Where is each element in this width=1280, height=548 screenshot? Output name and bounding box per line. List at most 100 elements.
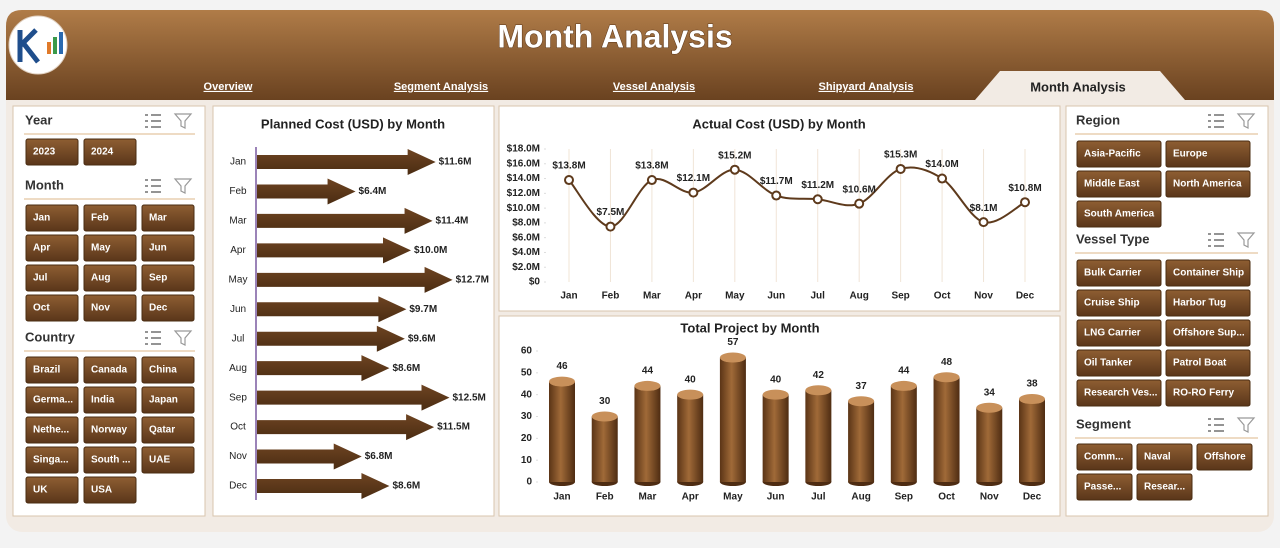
slicer-button[interactable] xyxy=(1076,259,1162,287)
slicer-button-label[interactable]: South ... xyxy=(91,455,131,466)
slicer-button-label[interactable]: Container Ship xyxy=(1173,268,1244,279)
slicer-button-label[interactable]: Brazil xyxy=(33,365,60,376)
slicer-button[interactable] xyxy=(141,386,195,414)
slicer-button-label[interactable]: LNG Carrier xyxy=(1084,328,1141,339)
slicer-button[interactable] xyxy=(25,204,79,232)
slicer-button[interactable] xyxy=(83,294,137,322)
slicer-button[interactable] xyxy=(25,294,79,322)
slicer-button-label[interactable]: Oct xyxy=(33,303,50,314)
slicer-button[interactable] xyxy=(1076,379,1162,407)
slicer-button-label[interactable]: Cruise Ship xyxy=(1084,298,1140,309)
slicer-button[interactable] xyxy=(25,264,79,292)
slicer-button-label[interactable]: Offshore Sup... xyxy=(1173,328,1245,339)
slicer-button-label[interactable]: Naval xyxy=(1144,452,1171,463)
clear-filter-icon[interactable] xyxy=(173,330,193,346)
multi-select-icon[interactable] xyxy=(145,331,161,345)
slicer-button-label[interactable]: May xyxy=(91,243,111,254)
slicer-button[interactable] xyxy=(25,416,79,444)
slicer-button[interactable] xyxy=(83,386,137,414)
nav-tab[interactable]: Vessel Analysis xyxy=(613,81,695,93)
slicer-button-label[interactable]: Comm... xyxy=(1084,452,1124,463)
slicer-button[interactable] xyxy=(1076,200,1162,228)
slicer-button-label[interactable]: China xyxy=(149,365,177,376)
slicer-button[interactable] xyxy=(25,476,79,504)
slicer-button-label[interactable]: Qatar xyxy=(149,425,175,436)
slicer-button-label[interactable]: Asia-Pacific xyxy=(1084,149,1141,160)
multi-select-icon[interactable] xyxy=(145,114,161,128)
slicer-button[interactable] xyxy=(25,386,79,414)
clear-filter-icon[interactable] xyxy=(1236,113,1256,129)
slicer-button[interactable] xyxy=(1076,140,1162,168)
slicer-button-label[interactable]: 2023 xyxy=(33,147,56,158)
slicer-button[interactable] xyxy=(25,446,79,474)
slicer-button[interactable] xyxy=(141,294,195,322)
slicer-button-label[interactable]: Dec xyxy=(149,303,168,314)
slicer-button[interactable] xyxy=(1136,443,1193,471)
slicer-button[interactable] xyxy=(1165,259,1251,287)
nav-tab[interactable]: Segment Analysis xyxy=(394,81,488,93)
slicer-button-label[interactable]: Resear... xyxy=(1144,482,1185,493)
slicer-button-label[interactable]: Mar xyxy=(149,213,167,224)
slicer-button[interactable] xyxy=(83,264,137,292)
multi-select-icon[interactable] xyxy=(1208,233,1224,247)
slicer-button[interactable] xyxy=(1076,473,1133,501)
slicer-button[interactable] xyxy=(141,446,195,474)
slicer-button-label[interactable]: USA xyxy=(91,485,112,496)
nav-tab[interactable]: Shipyard Analysis xyxy=(819,81,914,93)
slicer-button-label[interactable]: Jun xyxy=(149,243,167,254)
clear-filter-icon[interactable] xyxy=(1236,232,1256,248)
multi-select-icon[interactable] xyxy=(145,179,161,193)
slicer-button[interactable] xyxy=(141,204,195,232)
nav-tab[interactable]: Overview xyxy=(204,81,253,93)
clear-filter-icon[interactable] xyxy=(1236,417,1256,433)
slicer-button[interactable] xyxy=(1165,170,1251,198)
slicer-button[interactable] xyxy=(141,234,195,262)
slicer-button[interactable] xyxy=(1076,319,1162,347)
slicer-button-label[interactable]: Harbor Tug xyxy=(1173,298,1226,309)
slicer-button[interactable] xyxy=(1165,289,1251,317)
slicer-button[interactable] xyxy=(1165,140,1251,168)
slicer-button[interactable] xyxy=(1076,289,1162,317)
slicer-button[interactable] xyxy=(1076,443,1133,471)
slicer-button[interactable] xyxy=(1165,319,1251,347)
slicer-button-label[interactable]: Sep xyxy=(149,273,167,284)
slicer-button-label[interactable]: Nov xyxy=(91,303,110,314)
slicer-button[interactable] xyxy=(83,138,137,166)
slicer-button[interactable] xyxy=(1076,170,1162,198)
slicer-button[interactable] xyxy=(83,476,137,504)
slicer-button[interactable] xyxy=(1196,443,1253,471)
slicer-button[interactable] xyxy=(1165,349,1251,377)
slicer-button-label[interactable]: Jan xyxy=(33,213,50,224)
slicer-button-label[interactable]: Feb xyxy=(91,213,109,224)
slicer-button-label[interactable]: Nethe... xyxy=(33,425,69,436)
slicer-button-label[interactable]: Patrol Boat xyxy=(1173,358,1227,369)
slicer-button-label[interactable]: RO-RO Ferry xyxy=(1173,388,1235,399)
multi-select-icon[interactable] xyxy=(1208,418,1224,432)
slicer-button-label[interactable]: Offshore xyxy=(1204,452,1246,463)
slicer-button-label[interactable]: UAE xyxy=(149,455,170,466)
slicer-button-label[interactable]: North America xyxy=(1173,179,1242,190)
slicer-button-label[interactable]: Japan xyxy=(149,395,178,406)
slicer-button-label[interactable]: Bulk Carrier xyxy=(1084,268,1141,279)
slicer-button[interactable] xyxy=(25,138,79,166)
slicer-button-label[interactable]: Norway xyxy=(91,425,128,436)
clear-filter-icon[interactable] xyxy=(173,178,193,194)
slicer-button[interactable] xyxy=(25,356,79,384)
slicer-button-label[interactable]: Aug xyxy=(91,273,110,284)
slicer-button-label[interactable]: Research Ves... xyxy=(1084,388,1158,399)
multi-select-icon[interactable] xyxy=(1208,114,1224,128)
slicer-button-label[interactable]: Europe xyxy=(1173,149,1208,160)
nav-tab[interactable]: Month Analysis xyxy=(1030,79,1126,94)
slicer-button-label[interactable]: Middle East xyxy=(1084,179,1140,190)
slicer-button-label[interactable]: Apr xyxy=(33,243,50,254)
clear-filter-icon[interactable] xyxy=(173,113,193,129)
slicer-button[interactable] xyxy=(141,416,195,444)
slicer-button[interactable] xyxy=(1076,349,1162,377)
slicer-button[interactable] xyxy=(25,234,79,262)
slicer-button[interactable] xyxy=(83,234,137,262)
slicer-button-label[interactable]: India xyxy=(91,395,115,406)
slicer-button-label[interactable]: UK xyxy=(33,485,48,496)
slicer-button[interactable] xyxy=(1136,473,1193,501)
slicer-button[interactable] xyxy=(83,356,137,384)
slicer-button[interactable] xyxy=(1165,379,1251,407)
